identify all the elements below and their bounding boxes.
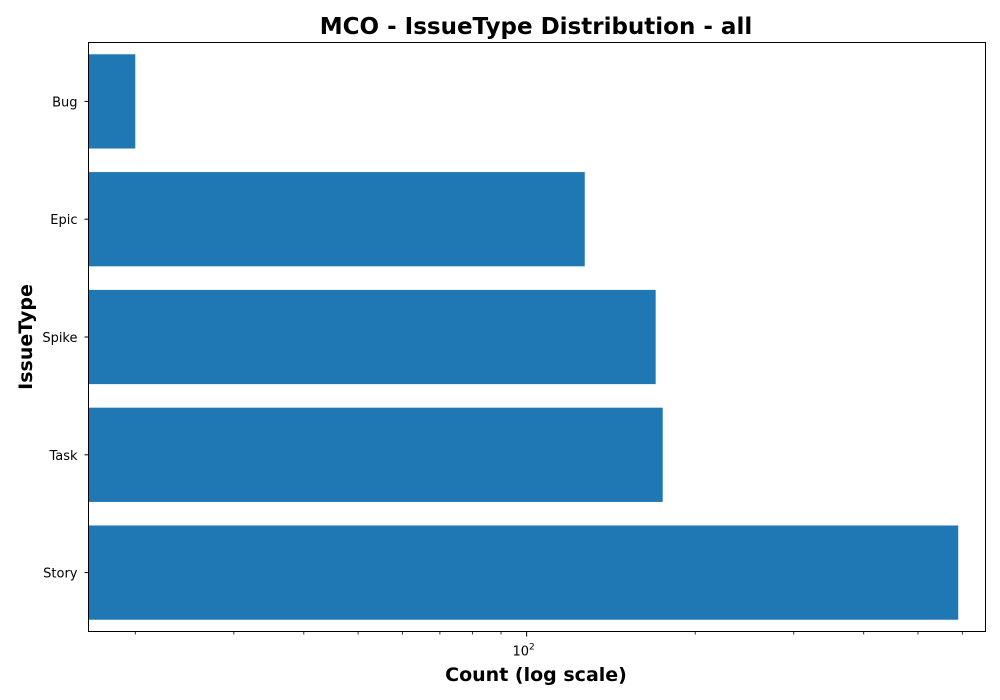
y-tick-label-bug: Bug — [52, 95, 77, 110]
y-tick-label-spike: Spike — [42, 331, 77, 346]
x-axis-ticks: 102 — [134, 631, 963, 660]
x-axis-title: Count (log scale) — [445, 664, 627, 686]
bar-story — [88, 525, 959, 620]
y-axis-ticks: Bug Epic Spike Task Story — [42, 95, 89, 582]
y-tick-label-epic: Epic — [50, 213, 77, 228]
bar-spike — [88, 289, 656, 385]
y-tick-label-task: Task — [48, 449, 78, 464]
y-axis-title: IssueType — [15, 284, 37, 390]
plot-area-frame — [88, 42, 986, 632]
y-tick-label-story: Story — [43, 567, 78, 582]
bar-bug — [88, 54, 136, 149]
bar-epic — [88, 172, 585, 267]
x-tick-label: 102 — [512, 643, 534, 660]
chart-title: MCO - IssueType Distribution - all — [320, 14, 752, 40]
bars-group — [88, 54, 959, 620]
bar-task — [88, 407, 663, 502]
